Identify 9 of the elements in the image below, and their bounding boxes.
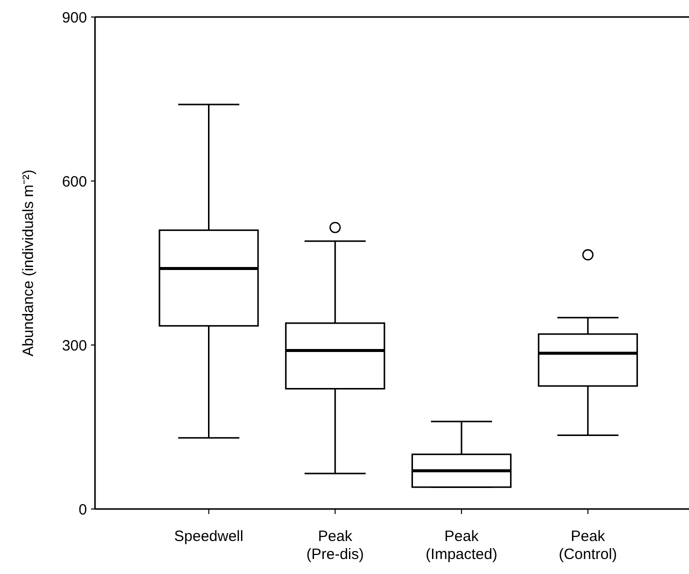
y-axis-title: Abundance (individuals m⁻²) bbox=[20, 170, 37, 356]
y-tick-label: 900 bbox=[62, 9, 87, 26]
x-tick-label: Peak (Impacted) bbox=[426, 528, 498, 563]
y-tick-label: 600 bbox=[62, 173, 87, 190]
x-tick-label: Speedwell bbox=[174, 528, 244, 545]
x-tick-label: Peak (Control) bbox=[558, 528, 618, 563]
x-tick-label: Peak (Pre-dis) bbox=[306, 528, 364, 563]
y-tick-label: 0 bbox=[78, 501, 87, 518]
y-tick-label: 300 bbox=[62, 337, 87, 354]
